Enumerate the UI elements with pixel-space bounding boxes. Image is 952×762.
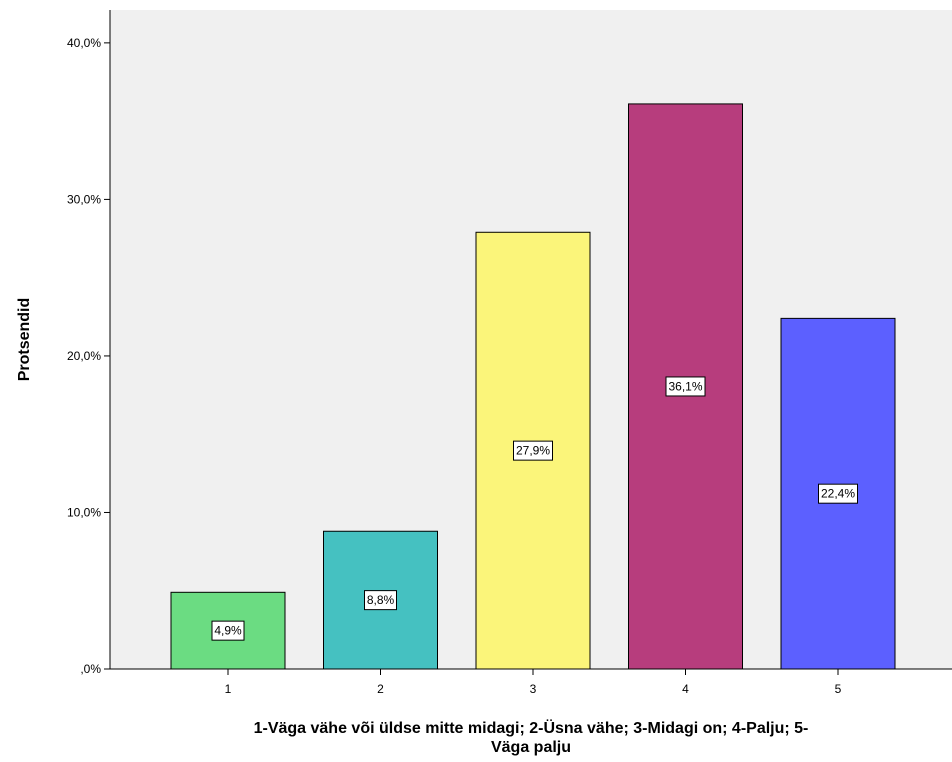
x-axis-title-line-1: 1-Väga vähe või üldse mitte midagi; 2-Üs… (254, 718, 809, 737)
y-tick-label: ,0% (80, 662, 101, 676)
data-label: 8,8% (367, 593, 395, 607)
data-label-box (665, 376, 706, 397)
data-label: 22,4% (821, 487, 855, 501)
data-label: 36,1% (668, 379, 702, 393)
data-label: 27,9% (516, 444, 550, 458)
x-tick-label: 2 (377, 682, 384, 696)
y-tick-label: 40,0% (67, 36, 101, 50)
y-axis: ,0% 10,0% 20,0% 30,0% 40,0% (67, 10, 111, 676)
data-labels: 4,9% 8,8% 27,9% 36,1% 22,4% (211, 376, 858, 641)
y-tick-label: 30,0% (67, 192, 101, 206)
data-label-box (364, 590, 397, 611)
y-tick-label: 10,0% (67, 505, 101, 519)
data-label-box (513, 440, 553, 461)
x-tick-label: 4 (682, 682, 689, 696)
y-tick-label: 20,0% (67, 349, 101, 363)
y-axis-title: Protsendid (16, 298, 33, 382)
x-axis: 1 2 3 4 5 (110, 668, 952, 696)
x-tick-label: 3 (530, 682, 537, 696)
data-label: 4,9% (214, 624, 242, 638)
x-tick-label: 1 (225, 682, 232, 696)
data-label-box (211, 620, 245, 641)
x-tick-label: 5 (835, 682, 842, 696)
x-axis-title-line-2: Väga palju (491, 739, 571, 756)
data-label-box (818, 483, 858, 504)
